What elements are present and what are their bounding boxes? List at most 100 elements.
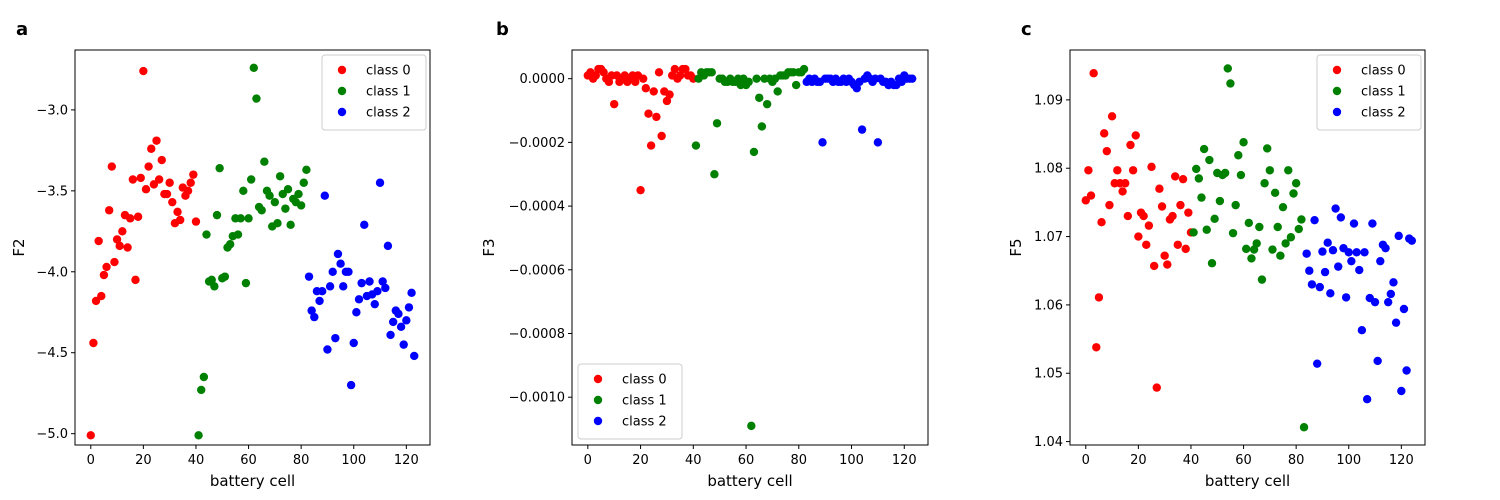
y-tick-label: 1.04 (1034, 435, 1063, 450)
data-point-class-2 (317, 287, 327, 296)
data-point-class-1 (1202, 225, 1211, 234)
data-point-class-0 (1176, 200, 1185, 210)
data-point-class-1 (246, 175, 256, 184)
data-point-class-1 (299, 178, 308, 187)
data-point-class-2 (1318, 247, 1327, 256)
data-point-class-0 (144, 162, 153, 171)
data-point-class-1 (220, 272, 230, 281)
data-point-class-2 (1302, 249, 1311, 258)
data-point-class-1 (707, 68, 716, 77)
data-point-class-1 (270, 197, 280, 207)
data-point-class-0 (191, 217, 201, 226)
data-point-class-0 (189, 170, 198, 179)
data-point-class-0 (1134, 232, 1143, 241)
data-point-class-2 (1349, 219, 1359, 228)
data-point-class-0 (1086, 191, 1096, 200)
data-point-class-1 (710, 170, 719, 179)
y-tick-label: 1.07 (1034, 230, 1063, 245)
data-point-class-0 (646, 141, 656, 150)
y-axis-label: F2 (10, 238, 28, 256)
data-point-class-1 (1226, 79, 1235, 88)
legend-marker (593, 416, 603, 426)
data-point-class-2 (1362, 395, 1372, 404)
data-point-class-2 (857, 125, 867, 134)
data-point-class-0 (1152, 383, 1161, 392)
y-tick-label: −5.0 (36, 427, 68, 442)
data-point-class-0 (94, 236, 103, 246)
data-point-class-2 (1368, 219, 1377, 228)
data-point-class-1 (747, 421, 756, 431)
data-point-class-2 (1323, 238, 1332, 247)
data-point-class-0 (1131, 131, 1140, 140)
legend-marker (337, 107, 347, 117)
x-tick-label: 80 (791, 453, 808, 468)
data-point-class-2 (381, 283, 390, 293)
data-point-class-1 (252, 94, 261, 103)
legend-entry: class 2 (366, 106, 411, 121)
data-point-class-0 (102, 262, 111, 272)
chart-panel-a: 0 20 40 60 80 100 120 −5.0 −4.5 −4.0 −3.5 −3.0 batte… (10, 49, 431, 490)
x-tick-label: 100 (839, 453, 864, 468)
data-point-class-0 (112, 235, 122, 244)
data-point-class-0 (157, 155, 166, 165)
data-point-class-2 (394, 309, 403, 319)
x-tick-label: 80 (293, 453, 310, 468)
data-point-class-1 (1265, 166, 1275, 175)
panel-letter-a: a (16, 19, 28, 40)
x-axis-label: battery cell (707, 472, 792, 490)
x-tick-label: 0 (584, 453, 592, 468)
data-point-class-1 (249, 63, 259, 73)
data-point-class-0 (131, 275, 140, 285)
data-point-class-1 (207, 275, 216, 285)
data-point-class-1 (1273, 222, 1282, 232)
data-point-class-1 (225, 240, 235, 249)
data-point-class-0 (1157, 202, 1167, 211)
data-point-class-2 (402, 316, 411, 325)
data-point-class-0 (1144, 221, 1154, 230)
data-point-class-0 (133, 212, 143, 221)
data-point-class-1 (744, 77, 753, 87)
data-point-class-0 (136, 173, 145, 183)
legend-entry: class 1 (366, 85, 411, 100)
legend-entry: class 0 (622, 373, 667, 388)
data-point-class-2 (310, 312, 319, 322)
data-point-class-2 (1391, 318, 1401, 327)
y-tick-label: −0.0008 (509, 327, 565, 342)
legend-box (321, 54, 427, 131)
data-point-class-1 (1270, 188, 1280, 198)
data-point-class-1 (1236, 170, 1246, 180)
data-point-class-0 (1099, 129, 1109, 138)
data-point-class-0 (128, 175, 138, 184)
data-point-class-0 (1184, 208, 1193, 217)
data-point-class-2 (1331, 204, 1340, 213)
data-point-class-2 (1357, 325, 1367, 335)
data-point-class-0 (1149, 261, 1159, 271)
y-tick-label: 1.06 (1034, 298, 1063, 313)
data-point-class-2 (1381, 243, 1390, 253)
y-tick-label: 1.08 (1034, 162, 1063, 177)
data-point-class-1 (241, 278, 251, 288)
axes-frame (571, 49, 929, 446)
x-tick-label: 60 (1235, 453, 1252, 468)
data-point-class-0 (1128, 166, 1138, 175)
data-point-class-0 (183, 186, 193, 196)
data-point-class-0 (99, 270, 109, 280)
data-point-class-2 (1305, 266, 1314, 275)
data-point-class-0 (107, 162, 117, 171)
legend-entry: class 1 (622, 394, 667, 409)
data-point-class-2 (1407, 236, 1417, 245)
data-point-class-0 (1089, 69, 1098, 78)
data-point-class-0 (1092, 343, 1101, 352)
legend-entry: class 1 (1361, 85, 1406, 100)
data-point-class-1 (1263, 144, 1272, 153)
data-point-class-0 (599, 68, 608, 77)
axes-frame (1069, 49, 1426, 446)
data-point-class-1 (1281, 239, 1290, 248)
data-point-class-1 (1215, 196, 1225, 206)
data-point-class-1 (286, 220, 295, 230)
data-point-class-1 (1252, 239, 1261, 248)
data-point-class-2 (396, 322, 406, 332)
data-point-class-1 (1297, 215, 1306, 224)
data-point-class-2 (320, 191, 330, 200)
data-point-class-1 (712, 119, 722, 128)
